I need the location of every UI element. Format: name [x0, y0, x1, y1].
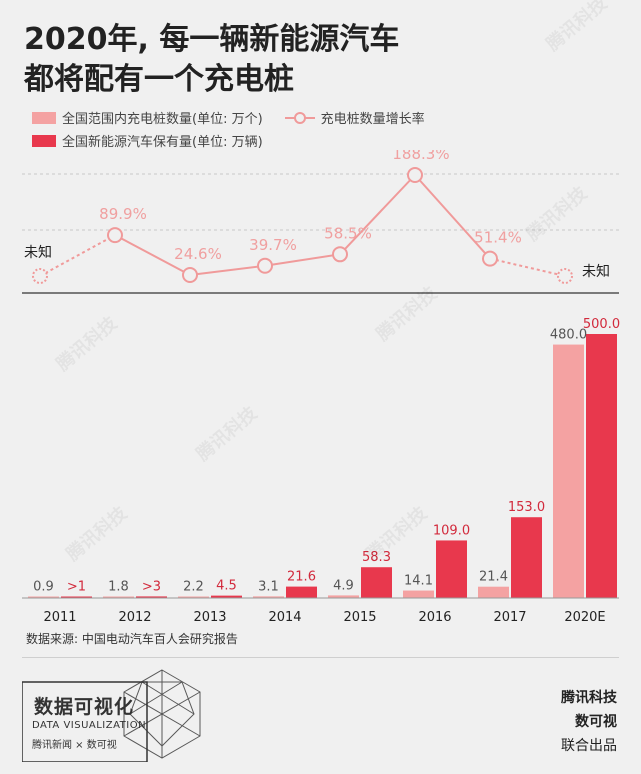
growth-point: [107, 227, 123, 244]
growth-line-segment: [39, 234, 116, 277]
bar-new-energy-vehicles: [286, 586, 317, 598]
bar-label-charging-piles: 14.1: [404, 574, 433, 589]
bar-label-new-energy-vehicles: 153.0: [508, 500, 545, 515]
bar-label-new-energy-vehicles: 500.0: [583, 317, 620, 332]
bar-new-energy-vehicles: [361, 567, 392, 598]
legend-swatch-piles: [32, 111, 56, 124]
bar-new-energy-vehicles: [136, 596, 167, 598]
bar-charging-piles: [553, 344, 584, 598]
legend-swatch-evs: [32, 134, 56, 147]
growth-point: [482, 250, 498, 267]
x-tick-label: 2013: [193, 610, 226, 625]
bar-label-new-energy-vehicles: >1: [67, 580, 86, 595]
brand-block: 数据可视化 DATA VISUALIZATION 腾讯新闻 × 数可视: [22, 662, 212, 762]
growth-line-segment: [114, 234, 191, 276]
bar-label-charging-piles: 2.2: [183, 580, 204, 595]
growth-unknown-label: 未知: [24, 244, 52, 261]
x-tick-label: 2017: [493, 610, 526, 625]
growth-point: [32, 268, 48, 284]
legend-row-2: 全国新能源汽车保有量(单位: 万辆): [32, 131, 263, 150]
growth-data-label: 39.7%: [249, 236, 297, 254]
growth-data-label: 58.5%: [324, 224, 372, 242]
bar-new-energy-vehicles: [586, 334, 617, 598]
growth-point: [407, 167, 423, 183]
x-tick-label: 2012: [118, 610, 151, 625]
brand-title: 数据可视化: [34, 696, 135, 718]
growth-point: [182, 267, 198, 283]
credit-line-2: 数可视: [575, 714, 617, 730]
title-line-2: 都将配有一个充电桩: [24, 62, 294, 97]
bar-label-new-energy-vehicles: >3: [142, 579, 161, 594]
growth-data-label: 188.3%: [392, 150, 449, 163]
bar-label-new-energy-vehicles: 4.5: [216, 579, 237, 594]
x-tick-label: 2016: [418, 610, 451, 625]
brand-subtitle: DATA VISUALIZATION: [32, 720, 147, 731]
legend-line-marker-icon: [284, 111, 315, 124]
bar-label-new-energy-vehicles: 109.0: [433, 523, 470, 538]
bar-new-energy-vehicles: [61, 596, 92, 598]
x-tick-label: 2014: [268, 610, 301, 625]
credits: 腾讯科技 数可视 联合出品: [561, 686, 617, 758]
legend-label-growth: 充电桩数量增长率: [320, 112, 425, 127]
bar-charging-piles: [403, 590, 434, 598]
data-source: 数据来源: 中国电动汽车百人会研究报告: [26, 632, 238, 646]
x-tick-label: 2011: [43, 610, 76, 625]
growth-unknown-label: 未知: [582, 263, 610, 280]
bar-charging-piles: [253, 596, 284, 598]
growth-point: [257, 257, 273, 274]
legend-label-piles: 全国范围内充电桩数量(单位: 万个): [62, 112, 263, 127]
credit-line-1: 腾讯科技: [561, 690, 617, 706]
bar-charging-piles: [178, 596, 209, 598]
bar-new-energy-vehicles: [511, 517, 542, 598]
growth-line-segment: [189, 264, 266, 276]
growth-data-label: 51.4%: [474, 229, 522, 247]
growth-line-segment: [264, 253, 341, 267]
bar-charging-piles: [103, 596, 134, 598]
bar-label-charging-piles: 1.8: [108, 580, 129, 595]
bar-label-charging-piles: 480.0: [550, 328, 587, 343]
bar-label-charging-piles: 0.9: [33, 580, 54, 595]
growth-data-label: 24.6%: [174, 245, 222, 263]
growth-line-segment: [339, 174, 416, 255]
polyhedron-logo-icon: [22, 669, 201, 762]
growth-point: [557, 268, 573, 284]
legend-growth: 充电桩数量增长率: [284, 108, 425, 127]
growth-point: [332, 246, 348, 263]
x-tick-label: 2020E: [564, 610, 605, 625]
growth-line-segment: [489, 257, 566, 277]
bar-new-energy-vehicles: [436, 540, 467, 598]
legend-row-1: 全国范围内充电桩数量(单位: 万个) 充电桩数量增长率: [32, 108, 425, 127]
bar-new-energy-vehicles: [211, 595, 242, 598]
bar-charging-piles: [328, 595, 359, 598]
bar-charging-piles: [28, 596, 59, 598]
credit-line-3: 联合出品: [561, 738, 617, 754]
x-tick-label: 2015: [343, 610, 376, 625]
growth-line-segment: [414, 174, 491, 260]
bar-label-charging-piles: 21.4: [479, 570, 508, 585]
brand-logos: 腾讯新闻 × 数可视: [32, 740, 117, 751]
bar-label-new-energy-vehicles: 58.3: [362, 550, 391, 565]
bar-charging-piles: [478, 586, 509, 598]
growth-data-label: 89.9%: [99, 205, 147, 223]
legend-label-evs: 全国新能源汽车保有量(单位: 万辆): [62, 135, 263, 150]
watermark: 腾讯科技: [542, 0, 612, 56]
chart-title: 2020年, 每一辆新能源汽车 都将配有一个充电桩: [24, 20, 399, 100]
chart-area: 未知 89.9% 24.6% 39.7% 58.5% 188.3% 51.4% 未知 0.9 >1…: [22, 150, 620, 625]
bar-label-charging-piles: 4.9: [333, 578, 354, 593]
title-line-1: 2020年, 每一辆新能源汽车: [24, 22, 400, 57]
bar-label-charging-piles: 3.1: [258, 579, 279, 594]
footer-divider: [22, 657, 619, 658]
bar-label-new-energy-vehicles: 21.6: [287, 570, 316, 585]
